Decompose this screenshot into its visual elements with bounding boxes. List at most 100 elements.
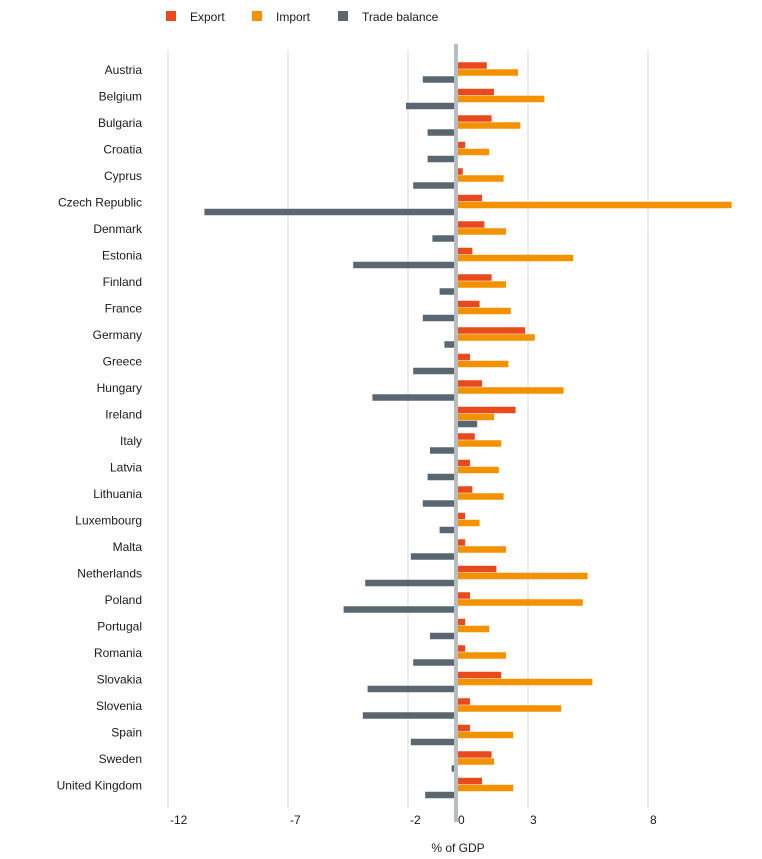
category-label: Estonia (102, 249, 142, 263)
bar-trade-balance (427, 129, 454, 136)
bar-import (458, 572, 588, 580)
category-label: Germany (93, 328, 142, 342)
bar-trade-balance (413, 659, 454, 666)
x-tick-label: 8 (650, 813, 657, 827)
grid-lines (167, 50, 649, 808)
bar-import (458, 493, 504, 500)
bar-export (458, 274, 492, 281)
bar-export (458, 618, 466, 626)
bar-import (458, 466, 499, 474)
legend-swatch (252, 11, 262, 21)
bar-trade-balance (362, 712, 454, 719)
bar-import (458, 519, 480, 527)
bar-import (458, 95, 545, 103)
bar-trade-balance (427, 473, 454, 481)
bar-export (458, 459, 470, 467)
bar-export (458, 300, 480, 308)
zero-axis-line (454, 44, 458, 822)
bar-trade-balance (204, 208, 454, 216)
bar-export (458, 539, 466, 546)
bar-import (458, 175, 504, 182)
bar-import (458, 334, 535, 341)
bar-export (458, 380, 482, 387)
bar-export (458, 406, 516, 414)
bar-export (458, 141, 466, 149)
x-tick-label: -7 (290, 813, 301, 827)
bar-import (458, 201, 732, 209)
bar-export (458, 512, 466, 520)
bar-import (458, 148, 490, 156)
bar-export (458, 433, 475, 440)
bars (204, 62, 732, 799)
bar-import (458, 69, 518, 76)
category-label: Cyprus (104, 169, 142, 183)
category-label: Bulgaria (98, 116, 142, 130)
category-label: Portugal (97, 620, 142, 634)
category-label: Austria (105, 63, 143, 77)
bar-trade-balance (372, 394, 454, 401)
category-label: Poland (105, 593, 142, 607)
bar-import (458, 784, 514, 792)
bar-import (458, 758, 494, 765)
category-label: United Kingdom (57, 779, 142, 793)
bar-export (458, 247, 473, 255)
x-tick-label: 0 (458, 813, 465, 827)
bar-export (458, 671, 502, 679)
legend-label: Import (276, 10, 311, 24)
bar-export (458, 327, 526, 334)
bar-import (458, 678, 593, 686)
category-label: Ireland (105, 408, 142, 422)
bar-export (458, 751, 492, 758)
bar-export (458, 62, 487, 69)
bar-export (458, 724, 470, 732)
bar-export (458, 565, 497, 573)
category-labels: Austria Belgium Bulgaria Croatia Cyprus Czech… (57, 63, 143, 793)
bar-trade-balance (413, 182, 454, 189)
bar-export (458, 115, 492, 122)
bar-trade-balance (451, 765, 454, 772)
bar-trade-balance (430, 632, 454, 640)
bar-trade-balance (444, 341, 454, 348)
x-tick-label: -2 (410, 813, 421, 827)
bar-trade-balance (430, 447, 454, 454)
bar-import (458, 652, 506, 659)
category-label: Latvia (110, 461, 142, 475)
legend-label: Trade balance (362, 10, 439, 24)
bar-import (458, 122, 521, 129)
bar-import (458, 599, 583, 606)
legend-swatch (166, 11, 176, 21)
bar-export (458, 221, 485, 228)
bar-import (458, 307, 511, 315)
bar-export (458, 353, 470, 361)
bar-export (458, 486, 473, 493)
bar-trade-balance (365, 579, 454, 587)
category-label: Denmark (93, 222, 143, 236)
category-label: Malta (113, 540, 143, 554)
bar-trade-balance (343, 606, 454, 613)
bar-trade-balance (410, 553, 454, 560)
category-label: Lithuania (93, 487, 142, 501)
bar-trade-balance (353, 261, 454, 269)
legend-label: Export (190, 10, 225, 24)
bar-export (458, 645, 466, 652)
bar-import (458, 360, 509, 368)
legend-swatch (338, 11, 348, 21)
zero-line (454, 44, 458, 822)
bar-trade-balance (439, 288, 454, 295)
bar-import (458, 413, 494, 421)
bar-trade-balance (432, 235, 454, 242)
category-label: Spain (111, 726, 142, 740)
bar-export (458, 698, 470, 705)
legend: Export Import Trade balance (166, 10, 439, 24)
x-tick-labels: -12 -7 -2 0 3 8 (170, 813, 657, 827)
bar-import (458, 731, 514, 739)
bar-trade-balance (422, 314, 454, 322)
bar-trade-balance (406, 102, 454, 110)
bar-trade-balance (425, 791, 454, 799)
bar-import (458, 387, 564, 394)
bar-import (458, 440, 502, 447)
bar-trade-balance (413, 367, 454, 375)
bar-export (458, 194, 482, 202)
category-label: Czech Republic (58, 196, 142, 210)
